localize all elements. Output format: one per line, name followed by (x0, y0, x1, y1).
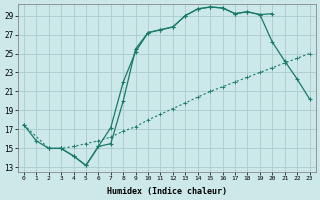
X-axis label: Humidex (Indice chaleur): Humidex (Indice chaleur) (107, 187, 227, 196)
